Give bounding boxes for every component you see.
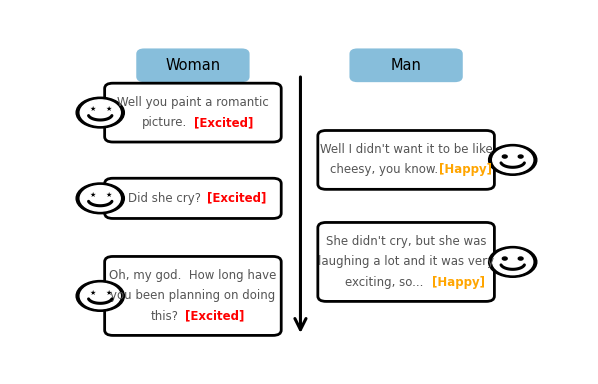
FancyBboxPatch shape	[318, 222, 495, 301]
Text: Did she cry?  [Excited]: Did she cry? [Excited]	[126, 192, 260, 205]
Text: Oh, my god.  How long have: Oh, my god. How long have	[109, 269, 277, 282]
Text: Man: Man	[390, 58, 422, 73]
Circle shape	[489, 144, 537, 175]
Circle shape	[502, 257, 507, 260]
Circle shape	[80, 100, 120, 125]
FancyBboxPatch shape	[105, 178, 281, 218]
Text: cheesy, you know.: cheesy, you know.	[330, 164, 438, 177]
Circle shape	[489, 247, 537, 277]
Text: [Happy]: [Happy]	[439, 164, 492, 177]
Circle shape	[76, 97, 124, 128]
Text: [Excited]: [Excited]	[185, 310, 245, 323]
Circle shape	[80, 185, 120, 211]
Text: She didn't cry, but she was: She didn't cry, but she was	[326, 235, 486, 248]
Text: this?: this?	[151, 310, 179, 323]
Text: Did she cry?: Did she cry?	[129, 192, 202, 205]
Text: Woman: Woman	[166, 58, 221, 73]
Text: Well I didn't want it to be like: Well I didn't want it to be like	[320, 143, 493, 156]
Circle shape	[518, 155, 523, 158]
Circle shape	[518, 257, 523, 260]
Text: [Excited]: [Excited]	[207, 192, 266, 205]
Text: laughing a lot and it was very: laughing a lot and it was very	[318, 255, 494, 268]
Text: ★: ★	[105, 192, 111, 198]
Circle shape	[493, 249, 533, 275]
Circle shape	[76, 281, 124, 311]
Text: cheesy, you know.  [Happy]: cheesy, you know. [Happy]	[325, 164, 487, 177]
Text: ★: ★	[89, 106, 96, 112]
Text: ★: ★	[89, 290, 96, 296]
Circle shape	[502, 155, 507, 158]
Text: exciting, so...: exciting, so...	[345, 276, 423, 288]
FancyBboxPatch shape	[105, 257, 281, 335]
Text: ★: ★	[105, 290, 111, 296]
Text: picture.  [Excited]: picture. [Excited]	[141, 116, 246, 129]
Text: picture.: picture.	[142, 116, 188, 129]
Text: you been planning on doing: you been planning on doing	[110, 290, 276, 303]
Text: this?  [Excited]: this? [Excited]	[149, 310, 237, 323]
Text: ★: ★	[89, 192, 96, 198]
Circle shape	[76, 183, 124, 214]
FancyBboxPatch shape	[138, 50, 249, 81]
FancyBboxPatch shape	[318, 131, 495, 189]
Circle shape	[493, 147, 533, 173]
Text: Well you paint a romantic: Well you paint a romantic	[117, 96, 269, 109]
Text: [Excited]: [Excited]	[194, 116, 254, 129]
FancyBboxPatch shape	[105, 83, 281, 142]
Text: [Happy]: [Happy]	[432, 276, 486, 288]
Circle shape	[80, 283, 120, 309]
Text: ★: ★	[105, 106, 111, 112]
Text: exciting, so...  [Happy]: exciting, so... [Happy]	[340, 276, 472, 288]
FancyBboxPatch shape	[350, 50, 462, 81]
